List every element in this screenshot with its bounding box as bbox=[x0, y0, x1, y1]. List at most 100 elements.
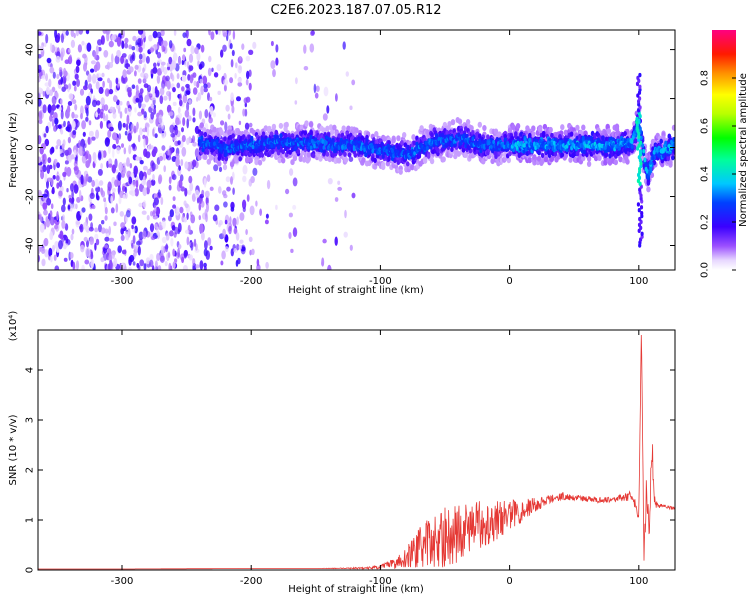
spectrogram-noise-blob bbox=[54, 117, 59, 125]
spectrogram-noise-blob bbox=[182, 54, 186, 61]
spectrogram-ridge-cell bbox=[564, 137, 568, 143]
spectrogram-noise-blob bbox=[122, 69, 127, 79]
spectrogram-noise-blob bbox=[43, 209, 48, 216]
spectrogram-noise-blob bbox=[181, 256, 185, 263]
spectrogram-noise-blob bbox=[230, 92, 234, 102]
spectrogram-noise-blob bbox=[248, 236, 253, 242]
spectrogram-noise-blob bbox=[222, 44, 227, 52]
spectrogram-noise-blob bbox=[163, 154, 166, 160]
spectrogram-noise-blob bbox=[45, 86, 50, 96]
spectrogram-noise-blob bbox=[154, 204, 157, 213]
spectrogram-ridge-cell bbox=[607, 159, 613, 166]
spectrogram-ridge-cell bbox=[343, 151, 347, 157]
spectrogram-noise-blob bbox=[251, 248, 255, 255]
spectrogram-noise-blob bbox=[200, 200, 205, 208]
spectrogram-noise-blob bbox=[152, 128, 155, 137]
spectrogram-noise-blob bbox=[134, 187, 139, 197]
spectrogram-noise-blob bbox=[104, 64, 110, 70]
spectrogram-noise-blob bbox=[138, 30, 144, 35]
spectrogram-ridge-cell bbox=[224, 156, 229, 162]
spectrogram-noise-blob bbox=[73, 114, 79, 119]
spectrogram-noise-blob bbox=[97, 77, 103, 82]
spectrogram-noise-blob bbox=[125, 231, 130, 241]
spectrogram-ridge-cell bbox=[296, 149, 301, 155]
spectrogram-noise-blob bbox=[100, 187, 104, 196]
spectrogram-ridge-cell bbox=[380, 141, 384, 147]
spectrogram-noise-blob bbox=[108, 40, 114, 48]
spectrogram-noise-blob bbox=[232, 30, 236, 40]
spectrogram-noise-blob bbox=[48, 78, 52, 88]
figure-title: C2E6.2023.187.07.05.R12 bbox=[270, 3, 441, 18]
spectrogram-noise-blob bbox=[153, 62, 157, 68]
spectrogram-noise-blob bbox=[83, 63, 87, 72]
spectrogram-noise-blob bbox=[68, 197, 73, 203]
spectrogram-noise-blob bbox=[224, 121, 228, 132]
spectrogram-ridge-cell bbox=[381, 154, 385, 159]
spectrogram-noise-blob bbox=[111, 164, 117, 174]
spectrogram-noise-blob bbox=[115, 77, 119, 85]
spectrogram-noise-blob bbox=[76, 59, 81, 66]
spectrogram-noise-blob bbox=[72, 121, 76, 128]
spectrogram-noise-blob bbox=[46, 177, 53, 182]
spectrogram-noise-blob bbox=[172, 196, 176, 202]
spectrogram-noise-blob bbox=[41, 258, 46, 267]
spectrogram-noise-blob bbox=[238, 120, 242, 126]
spectrogram-noise-blob bbox=[196, 81, 200, 88]
spectrogram-ridge-cell bbox=[358, 149, 362, 155]
spectrogram-noise-blob bbox=[82, 131, 86, 137]
spectrogram-noise-blob bbox=[188, 175, 193, 184]
spectrogram-noise-blob bbox=[222, 228, 227, 238]
spectrogram-noise-blob bbox=[38, 31, 42, 36]
spectrogram-noise-blob bbox=[182, 94, 188, 104]
spectrogram-noise-blob bbox=[159, 221, 162, 227]
spectrogram-noise-blob bbox=[161, 132, 166, 139]
spectrogram-ridge-cell bbox=[238, 138, 242, 144]
spectrogram-noise-blob bbox=[209, 245, 213, 251]
spectrogram-ridge-cell bbox=[284, 121, 289, 128]
spectrogram-noise-blob bbox=[87, 73, 92, 83]
spectrogram-noise-blob bbox=[113, 257, 118, 268]
spectrogram-noise-blob bbox=[159, 95, 164, 105]
spectrogram-ridge-cell bbox=[604, 152, 609, 158]
spectrogram-ridge-cell bbox=[398, 168, 403, 175]
spectrogram-noise-blob bbox=[179, 93, 182, 101]
spectrogram-ridge-cell bbox=[459, 140, 463, 146]
spectrogram-noise-blob bbox=[323, 86, 329, 97]
spectrogram-noise-blob bbox=[79, 88, 85, 96]
spectrogram-noise-blob bbox=[67, 136, 71, 144]
spectrogram-noise-blob bbox=[161, 220, 166, 229]
spectrogram-noise-blob bbox=[148, 93, 153, 98]
spectrogram-noise-blob bbox=[46, 218, 50, 228]
spectrogram-noise-blob bbox=[203, 262, 207, 268]
spectrogram-ridge-cell bbox=[671, 124, 675, 131]
spectrogram-noise-blob bbox=[290, 248, 294, 253]
spectrogram-ridge-cell bbox=[450, 146, 454, 152]
spectrogram-noise-blob bbox=[194, 189, 200, 199]
spectrogram-ridge-cell bbox=[314, 137, 318, 142]
spectrogram-noise-blob bbox=[288, 232, 292, 239]
spectrogram-noise-blob bbox=[85, 225, 90, 233]
spectrogram-noise-blob bbox=[184, 60, 187, 67]
spectrogram-noise-blob bbox=[223, 201, 228, 208]
spectrogram-noise-blob bbox=[90, 68, 95, 73]
spectrogram-ridge-cell bbox=[281, 157, 286, 164]
spectrogram-noise-blob bbox=[89, 192, 95, 199]
spectrogram-noise-blob bbox=[38, 87, 42, 94]
spectrogram-noise-blob bbox=[187, 74, 191, 81]
spectrogram-ridge-cell bbox=[250, 135, 254, 141]
spectrogram-noise-blob bbox=[40, 45, 44, 52]
spectrogram-noise-blob bbox=[229, 216, 232, 225]
spectrogram-noise-blob bbox=[241, 43, 245, 50]
spectrogram-noise-blob bbox=[208, 55, 212, 63]
spectrogram-noise-blob bbox=[155, 117, 159, 127]
spectrogram-noise-blob bbox=[345, 71, 349, 77]
spectrogram-ridge-cell bbox=[396, 145, 400, 151]
spectrogram-noise-blob bbox=[67, 147, 72, 156]
spectrogram-ridge-cell bbox=[515, 123, 521, 129]
spectrogram-ridge-cell bbox=[199, 122, 204, 129]
spectrogram-noise-blob bbox=[57, 124, 62, 129]
spectrogram-noise-blob bbox=[131, 216, 137, 225]
spectrogram-noise-blob bbox=[198, 63, 203, 70]
spectrogram-noise-blob bbox=[192, 159, 197, 168]
spectrogram-noise-blob bbox=[138, 202, 143, 208]
